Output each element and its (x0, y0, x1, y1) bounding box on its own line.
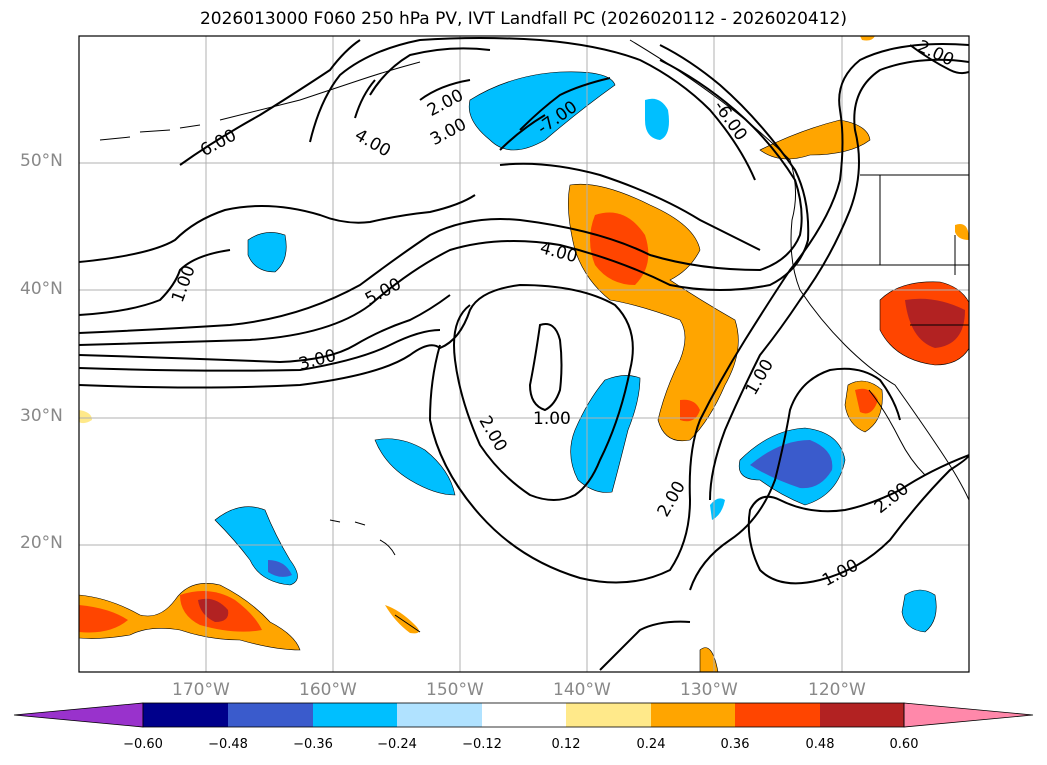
lon-label: 120°W (808, 680, 866, 700)
colorbar-bin (651, 703, 735, 727)
lat-label: 30°N (20, 406, 63, 426)
graticule (79, 36, 969, 672)
lat-label: 50°N (20, 151, 63, 171)
colorbar-tick: −0.60 (123, 737, 163, 752)
lat-label: 20°N (20, 533, 63, 553)
lat-label: 40°N (20, 279, 63, 299)
lon-label: 150°W (426, 680, 484, 700)
lon-label: 170°W (172, 680, 230, 700)
lon-label: 160°W (299, 680, 357, 700)
colorbar-tick: −0.24 (377, 737, 417, 752)
colorbar-bin (313, 703, 397, 727)
anomaly-shading (79, 36, 969, 672)
colorbar-tick: −0.48 (208, 737, 248, 752)
colorbar (13, 702, 1034, 728)
colorbar-bin (143, 703, 228, 727)
colorbar-bin (820, 703, 904, 727)
contour-label: 1.00 (533, 409, 571, 429)
colorbar-tick: 0.36 (720, 737, 750, 752)
colorbar-tick: −0.36 (293, 737, 333, 752)
lon-label: 140°W (553, 680, 611, 700)
colorbar-tick: −0.12 (462, 737, 502, 752)
colorbar-high-extension (903, 702, 1034, 728)
colorbar-low-extension (13, 702, 144, 728)
pv-contours (79, 37, 969, 671)
colorbar-tick: 0.24 (636, 737, 666, 752)
colorbar-bin (735, 703, 820, 727)
colorbar-tick: 0.48 (805, 737, 835, 752)
colorbar-bin (482, 703, 566, 727)
map-title: 2026013000 F060 250 hPa PV, IVT Landfall… (199, 9, 847, 29)
colorbar-tick: 0.60 (889, 737, 919, 752)
colorbar-bin (397, 703, 482, 727)
colorbar-bin (566, 703, 651, 727)
colorbar-tick: 0.12 (551, 737, 581, 752)
lon-label: 130°W (680, 680, 738, 700)
colorbar-bin (228, 703, 313, 727)
